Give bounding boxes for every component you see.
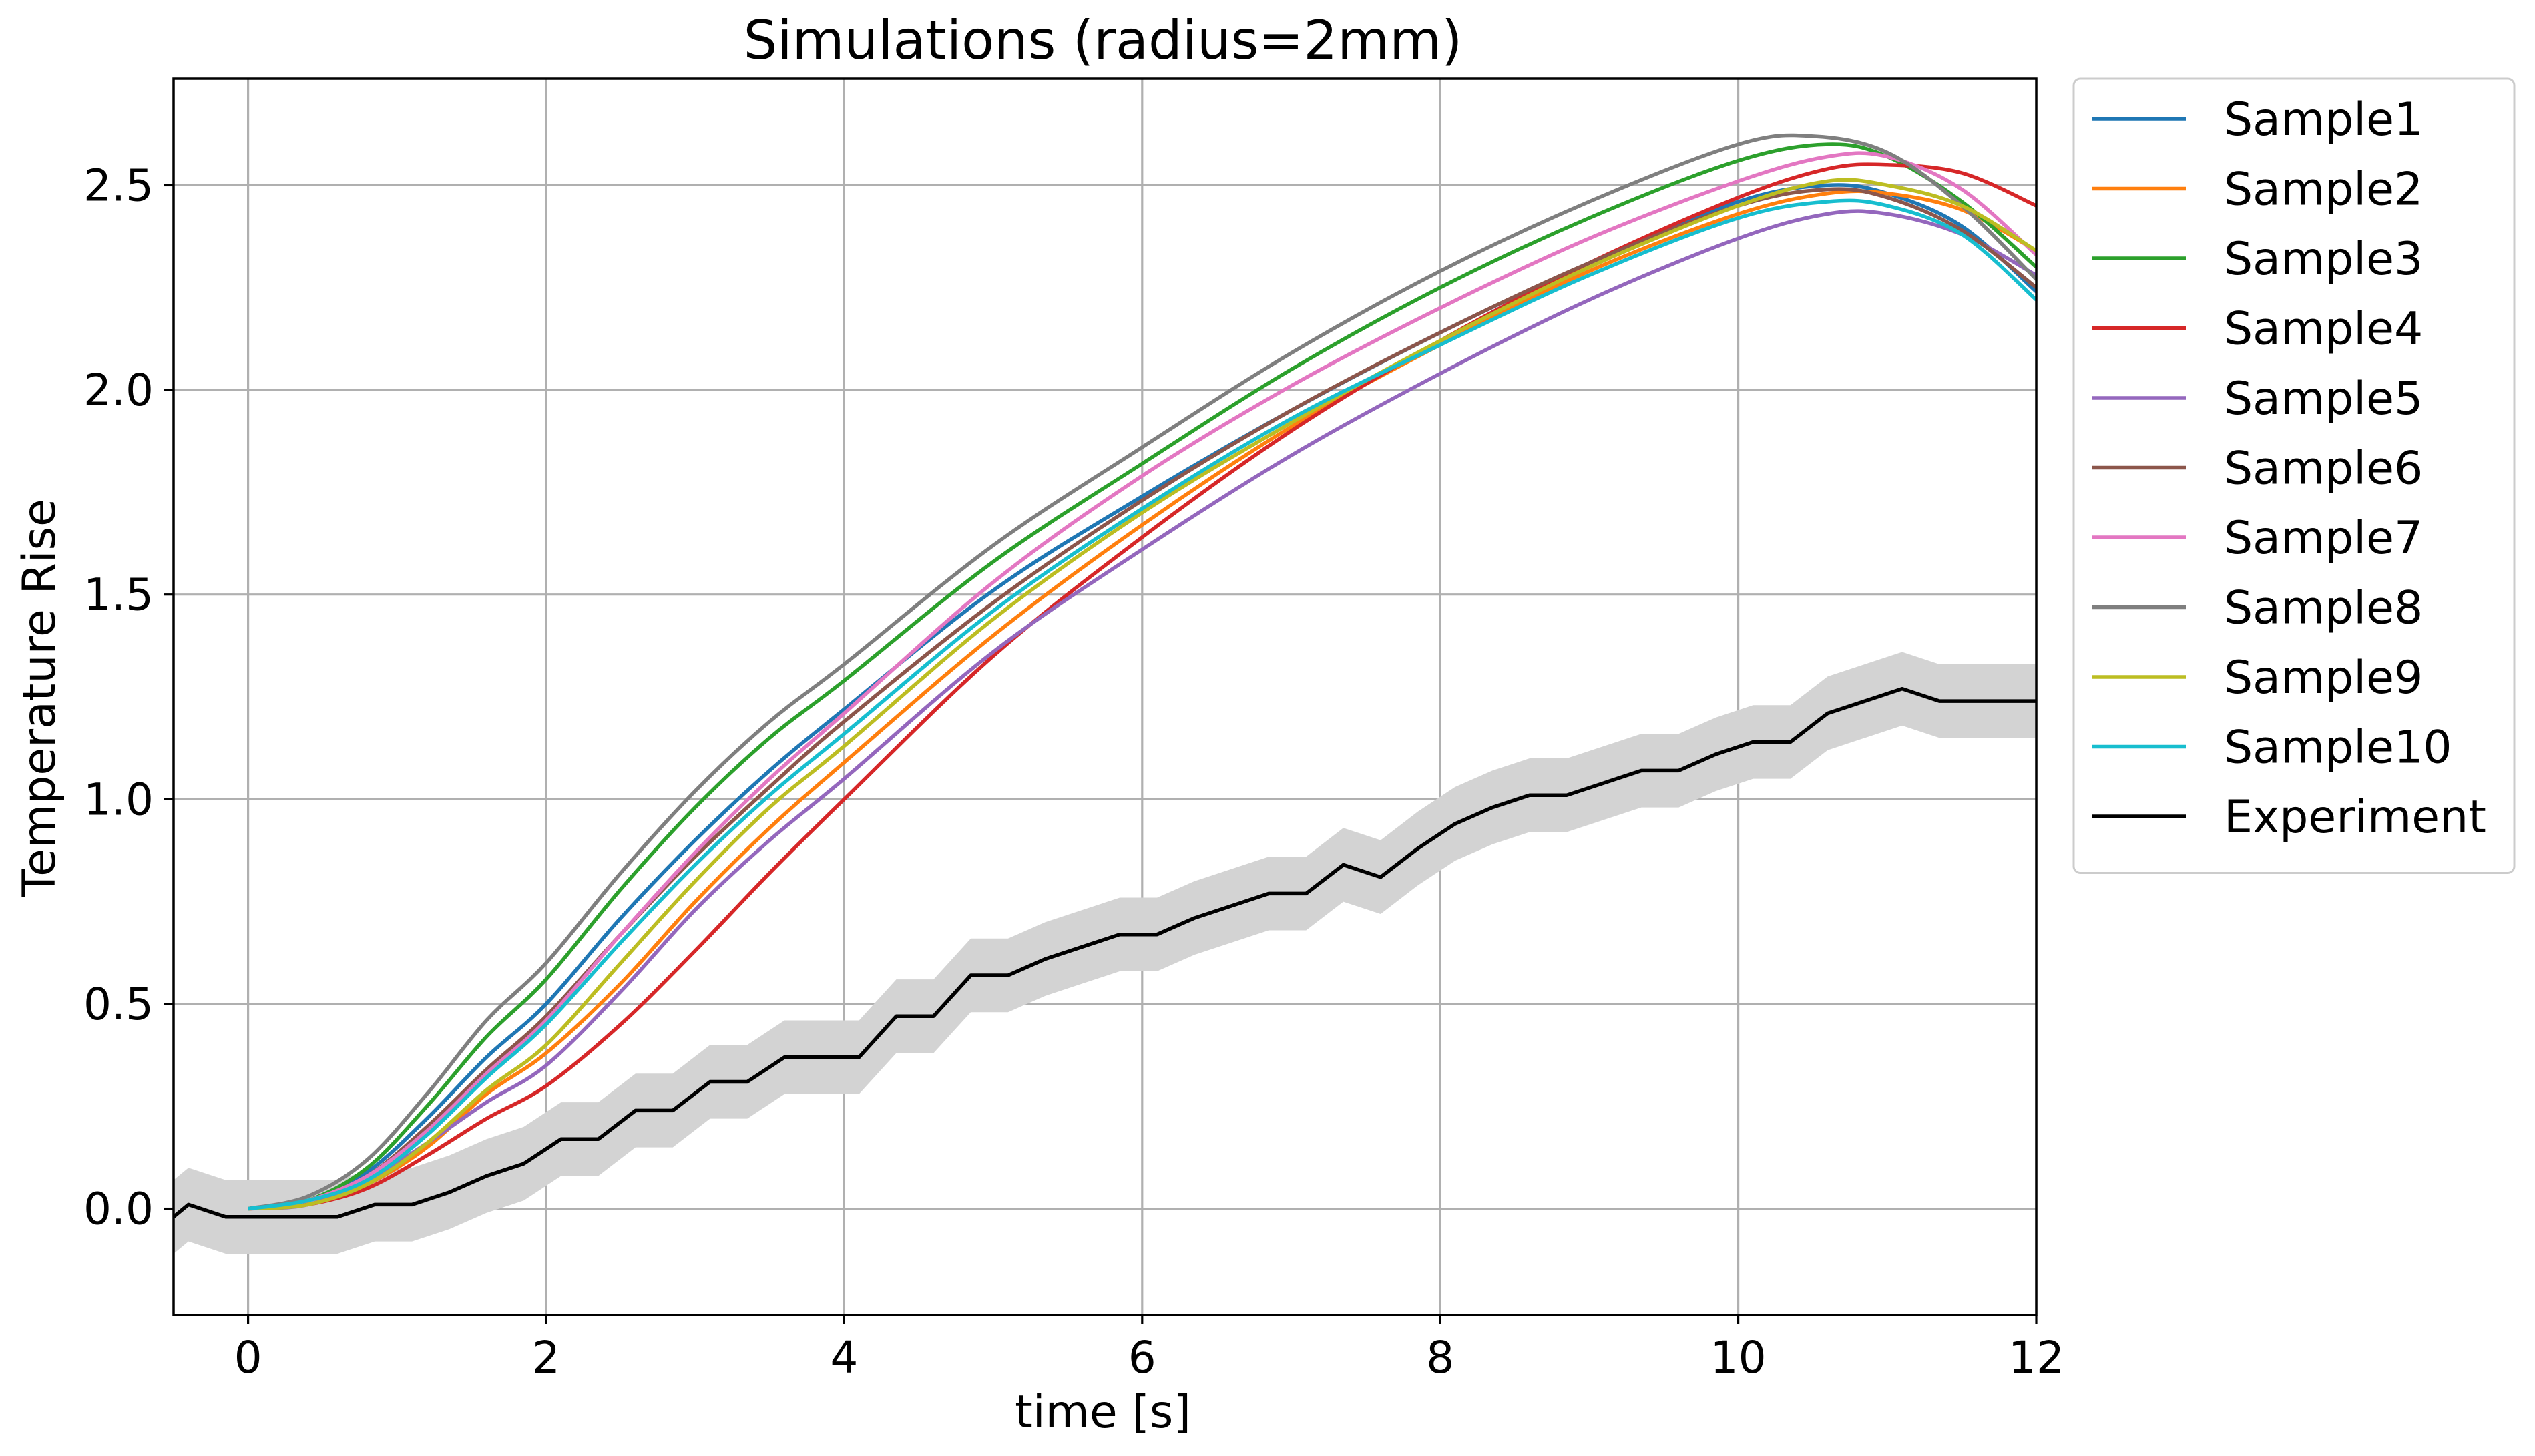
x-tick-label: 6 (1128, 1332, 1156, 1383)
legend-box (2072, 77, 2516, 874)
series-line-sample10 (248, 198, 2036, 1211)
legend-label-sample1: Sample1 (2224, 93, 2423, 146)
x-tick-label: 8 (1426, 1332, 1454, 1383)
x-axis-label: time [s] (1015, 1386, 1191, 1439)
series-line-sample8 (248, 133, 2036, 1211)
y-tick-label: 2.0 (83, 365, 154, 416)
series-line-sample3 (248, 142, 2036, 1211)
series-line-sample2 (248, 189, 2036, 1211)
series-line-experiment (174, 686, 2036, 1219)
x-tick-label: 4 (830, 1332, 858, 1383)
legend-label-sample6: Sample6 (2224, 443, 2423, 495)
series-line-sample9 (248, 178, 2036, 1211)
axis-ticks: 0 2 4 6 8 10 12 0.0 0.5 1.0 1.5 2.0 2.5 (83, 160, 2064, 1383)
x-tick-label: 10 (1710, 1332, 1767, 1383)
legend-label-sample4: Sample4 (2224, 303, 2423, 356)
y-tick-label: 0.5 (83, 979, 154, 1030)
legend-label-sample10: Sample10 (2224, 722, 2452, 774)
legend-label-sample7: Sample7 (2224, 512, 2423, 565)
y-tick-label: 1.5 (83, 569, 154, 621)
y-axis-label: Temperature Rise (13, 499, 66, 897)
legend-label-sample2: Sample2 (2224, 164, 2423, 216)
x-tick-label: 0 (234, 1332, 262, 1383)
experiment-band (174, 652, 2036, 1254)
series-line-sample7 (248, 151, 2036, 1211)
legend-label-sample3: Sample3 (2224, 233, 2423, 286)
experiment-error-band (174, 652, 2036, 1254)
legend-label-sample9: Sample9 (2224, 652, 2423, 704)
series-line-sample5 (248, 209, 2036, 1211)
x-tick-label: 12 (2008, 1332, 2064, 1383)
series-line-sample4 (248, 162, 2036, 1211)
y-tick-label: 2.5 (83, 160, 154, 211)
legend: Sample1 Sample2 Sample3 Sample4 Sample5 Sampl… (2072, 77, 2516, 874)
series-lines (174, 133, 2036, 1219)
legend-label-experiment: Experiment (2224, 791, 2486, 844)
x-tick-label: 2 (532, 1332, 560, 1383)
legend-label-sample5: Sample5 (2224, 373, 2423, 425)
y-tick-label: 1.0 (83, 774, 154, 825)
plot-frame (172, 77, 2038, 1316)
chart-title: Simulations (radius=2mm) (744, 9, 1463, 71)
grid (174, 79, 2038, 1315)
legend-label-sample8: Sample8 (2224, 582, 2423, 635)
series-line-sample6 (248, 187, 2036, 1211)
y-tick-label: 0.0 (83, 1184, 154, 1235)
